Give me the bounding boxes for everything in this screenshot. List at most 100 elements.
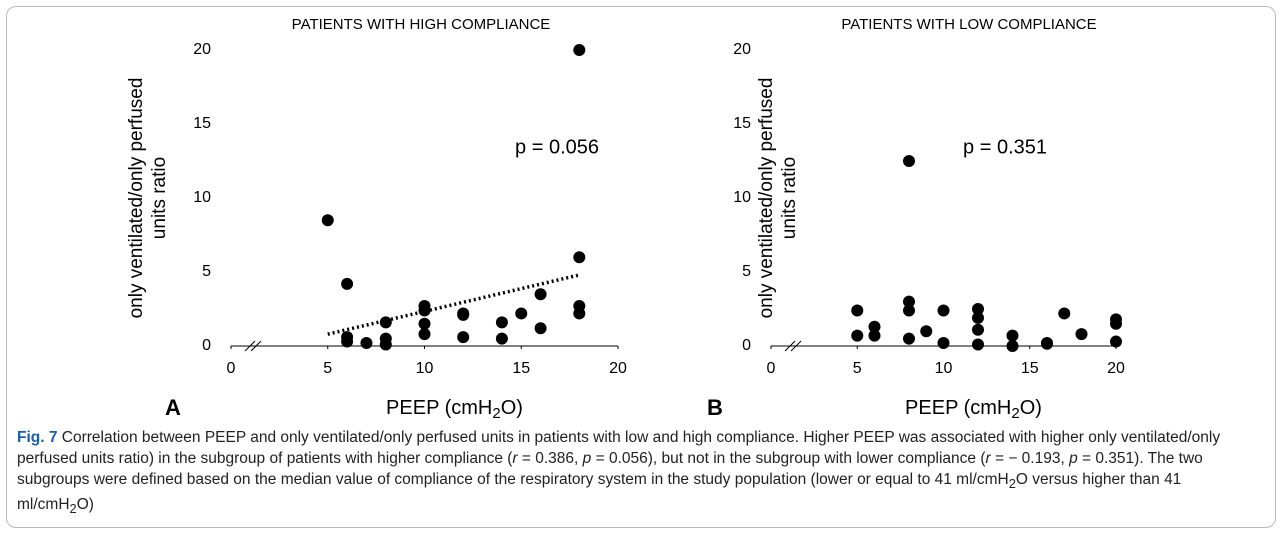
data-point <box>868 320 881 333</box>
chart-title: PATIENTS WITH HIGH COMPLIANCE <box>292 16 551 33</box>
chart-title: PATIENTS WITH LOW COMPLIANCE <box>841 16 1096 33</box>
data-point <box>868 329 881 342</box>
data-point <box>573 44 586 56</box>
data-point <box>495 332 508 345</box>
x-axis-label: PEEP (cmH2O) <box>386 397 523 422</box>
caption-text: = 0.351). The two subgroups were defined… <box>17 450 1203 488</box>
x-tick-label: 0 <box>767 360 776 377</box>
x-axis-label-part: 2 <box>492 405 500 422</box>
y-tick-label: 0 <box>742 337 751 354</box>
y-tick-label: 5 <box>202 263 211 280</box>
caption-text: 2 <box>1008 476 1016 492</box>
y-tick-label: 0 <box>202 337 211 354</box>
x-tick-label: 0 <box>227 360 236 377</box>
data-point <box>321 214 334 227</box>
caption-text: Correlation between PEEP and only ventil… <box>17 429 1221 467</box>
panel-label: B <box>707 395 723 420</box>
trend-line <box>327 273 580 336</box>
panel-label: A <box>165 395 181 420</box>
data-point <box>903 155 915 167</box>
data-point <box>972 323 984 336</box>
caption: Fig. 7 Correlation between PEEP and only… <box>17 427 1262 519</box>
x-tick-label: 10 <box>935 360 953 377</box>
x-axis-label-part: PEEP (cmH <box>905 397 1011 419</box>
data-point <box>457 331 470 344</box>
y-tick-label: 20 <box>733 41 751 58</box>
axis-break <box>790 340 802 352</box>
data-point <box>341 277 354 290</box>
data-point <box>1075 328 1088 341</box>
y-tick-label: 20 <box>193 41 211 58</box>
data-point <box>903 332 915 345</box>
caption-text: = 0.386, <box>517 450 583 467</box>
data-point <box>495 316 508 329</box>
x-tick-label: 5 <box>853 360 862 377</box>
caption-text: p <box>1069 450 1078 467</box>
data-point <box>379 316 392 329</box>
data-point <box>1110 317 1122 330</box>
y-tick-label: 10 <box>193 189 211 206</box>
data-point <box>903 295 915 308</box>
caption-text: O) <box>76 496 94 514</box>
data-point <box>851 304 864 317</box>
data-point <box>573 307 586 320</box>
caption-text: p <box>582 450 592 467</box>
x-tick-label: 20 <box>609 360 627 377</box>
x-axis-label: PEEP (cmH2O) <box>905 397 1042 422</box>
y-axis-label: units ratio <box>149 157 170 239</box>
x-axis-label-part: 2 <box>1011 405 1019 422</box>
data-point <box>418 304 431 317</box>
data-point <box>851 329 864 342</box>
data-point <box>972 338 984 351</box>
data-point <box>379 338 392 351</box>
caption-text: O versus higher than 41 ml/cmH <box>17 471 1182 514</box>
x-tick-label: 5 <box>323 360 332 377</box>
caption-text: 2 <box>69 501 77 517</box>
y-axis-label: units ratio <box>779 157 800 239</box>
axis-break <box>250 340 262 352</box>
axis-break <box>784 340 796 352</box>
y-tick-label: 5 <box>742 263 751 280</box>
data-point <box>1110 335 1122 348</box>
data-point <box>418 317 431 330</box>
data-point <box>360 337 373 350</box>
y-tick-label: 15 <box>193 115 211 132</box>
axis-break <box>244 340 256 352</box>
data-point <box>1006 329 1019 342</box>
annotation: p = 0.351 <box>963 136 1047 158</box>
data-point <box>937 304 950 317</box>
caption-text: r <box>985 450 991 467</box>
x-tick-label: 15 <box>1021 360 1039 377</box>
data-point <box>515 307 528 320</box>
y-tick-label: 15 <box>733 115 751 132</box>
x-axis-label-part: O) <box>1020 397 1042 419</box>
data-point <box>903 304 915 317</box>
x-tick-label: 20 <box>1107 360 1125 377</box>
data-point <box>1041 337 1053 350</box>
data-point <box>937 337 950 350</box>
figure: PATIENTS WITH HIGH COMPLIANCE only ventil… <box>6 6 1276 528</box>
x-tick-label: 15 <box>512 360 530 377</box>
charts: PATIENTS WITH HIGH COMPLIANCE only ventil… <box>126 16 1125 422</box>
caption-text: = − 0.193, <box>990 450 1070 467</box>
data-point <box>1058 307 1071 320</box>
data-point <box>972 311 984 324</box>
data-point <box>534 322 547 335</box>
data-point <box>534 288 547 301</box>
data-point <box>1006 340 1019 352</box>
data-point <box>920 325 933 338</box>
data-point <box>573 251 586 264</box>
annotation: p = 0.056 <box>515 136 599 158</box>
data-point <box>457 308 470 321</box>
data-point <box>418 328 431 341</box>
data-point <box>972 303 984 315</box>
x-axis-label-part: O) <box>501 397 523 419</box>
caption-text: = 0.056), but not in the subgroup with l… <box>591 450 986 467</box>
y-axis-label: only ventilated/only perfused <box>756 78 777 319</box>
x-tick-label: 10 <box>416 360 434 377</box>
y-axis-label: only ventilated/only perfused <box>126 78 147 319</box>
x-axis-label-part: PEEP (cmH <box>386 397 492 419</box>
caption-text: r <box>512 450 518 467</box>
y-tick-label: 10 <box>733 189 751 206</box>
caption-label: Fig. 7 <box>17 429 58 446</box>
